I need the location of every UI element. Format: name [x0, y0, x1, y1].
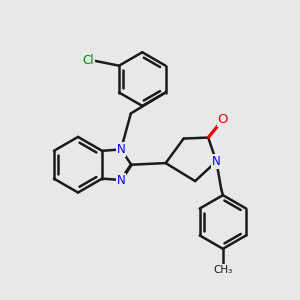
Text: O: O	[218, 113, 228, 126]
Text: Cl: Cl	[83, 54, 94, 67]
Text: CH₃: CH₃	[213, 265, 232, 275]
Text: N: N	[212, 155, 221, 168]
Text: N: N	[117, 143, 125, 156]
Text: N: N	[117, 173, 125, 187]
